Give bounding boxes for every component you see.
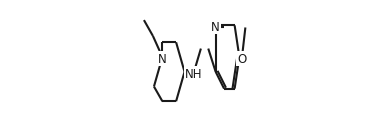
Text: N: N xyxy=(211,21,220,34)
Text: O: O xyxy=(237,53,247,65)
Text: N: N xyxy=(158,53,167,65)
Text: NH: NH xyxy=(185,67,203,80)
